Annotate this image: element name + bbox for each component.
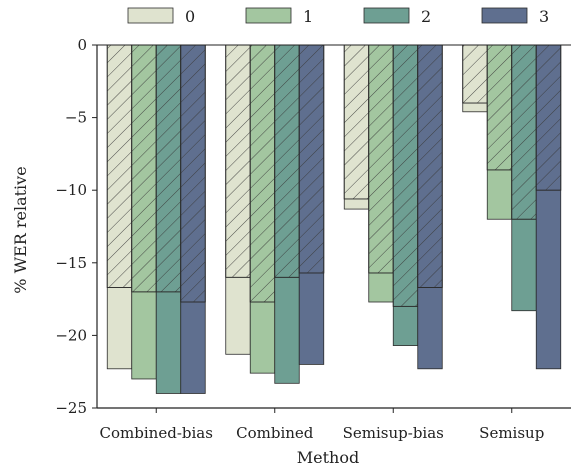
- x-axis-label: Method: [297, 448, 359, 467]
- bar-hatched-1-semisup: [486, 44, 513, 171]
- bar-hatched-0-semisup: [462, 44, 488, 104]
- bars: [106, 44, 562, 394]
- legend-label-2: 2: [421, 7, 431, 26]
- legend-swatch-1: [245, 7, 292, 24]
- bar-hatched-0-combined-bias: [106, 44, 133, 288]
- x-tick-label-3: Semisup: [479, 424, 544, 442]
- bar-hatched-1-combined: [249, 44, 276, 303]
- bar-hatched-0-semisup-bias: [343, 44, 370, 200]
- x-tick-label-0: Combined-bias: [100, 424, 213, 442]
- legend: 0 1 2 3: [127, 7, 549, 26]
- legend-label-3: 3: [539, 7, 549, 26]
- bar-hatched-2-combined-bias: [155, 44, 182, 293]
- y-tick-label-0: 0: [77, 36, 87, 54]
- bar-hatched-1-semisup-bias: [368, 44, 394, 274]
- bar-hatched-2-semisup: [511, 44, 537, 220]
- y-tick-label-4: −20: [55, 326, 87, 344]
- legend-swatch-0: [127, 7, 174, 24]
- y-tick-label-3: −15: [55, 254, 87, 272]
- bar-hatched-2-semisup-bias: [392, 44, 419, 307]
- axes: Combined-bias Combined Semisup-bias Semisup…: [55, 36, 571, 442]
- bar-hatched-3-combined: [298, 44, 325, 274]
- bar-hatched-3-semisup: [535, 44, 562, 191]
- bar-hatched-0-combined: [225, 44, 251, 278]
- x-tick-label-1: Combined: [236, 424, 314, 442]
- legend-label-0: 0: [185, 7, 195, 26]
- bar-hatched-3-semisup-bias: [417, 44, 443, 288]
- y-tick-label-5: −25: [55, 399, 87, 417]
- x-tick-label-2: Semisup-bias: [343, 424, 444, 442]
- legend-label-1: 1: [303, 7, 313, 26]
- bar-hatched-3-combined-bias: [180, 44, 206, 303]
- bar-hatched-2-combined: [274, 44, 300, 278]
- y-axis-label: % WER relative: [11, 166, 30, 293]
- y-tick-label-1: −5: [65, 109, 87, 127]
- legend-swatch-2: [363, 7, 410, 24]
- legend-swatch-3: [481, 7, 528, 24]
- y-tick-label-2: −10: [55, 181, 87, 199]
- bar-hatched-1-combined-bias: [131, 44, 157, 293]
